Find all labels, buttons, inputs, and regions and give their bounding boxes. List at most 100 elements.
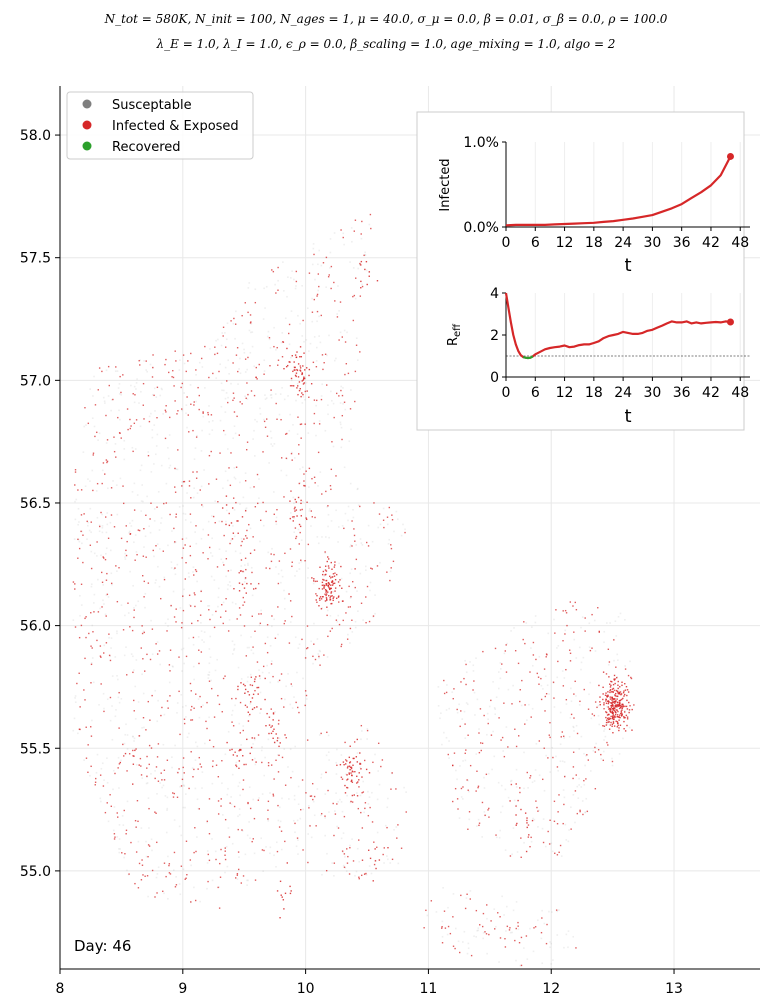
susceptable-point — [182, 647, 185, 650]
inset-x-tick-label-5: 30 — [643, 385, 661, 401]
infected-point — [459, 951, 461, 954]
susceptable-point — [78, 540, 81, 543]
infected-point — [273, 513, 275, 516]
infected-point — [105, 615, 107, 617]
infected-point — [233, 411, 236, 413]
infected-point — [93, 611, 95, 613]
infected-point — [115, 565, 117, 567]
susceptable-point — [377, 526, 380, 529]
susceptable-point — [361, 283, 363, 286]
susceptable-point — [238, 722, 241, 725]
susceptable-point — [512, 827, 515, 829]
susceptable-point — [123, 856, 125, 859]
infected-point — [148, 744, 151, 747]
infected-point — [465, 749, 467, 751]
susceptable-point — [143, 726, 145, 729]
infected-point — [228, 836, 231, 838]
infected-point — [293, 366, 296, 369]
infected-point — [266, 624, 269, 626]
infected-point — [313, 422, 315, 425]
susceptable-point — [575, 695, 577, 697]
infected-point — [344, 341, 347, 343]
infected-point — [141, 859, 143, 861]
infected-point — [246, 529, 248, 532]
susceptable-point — [547, 632, 550, 635]
infected-point — [235, 697, 237, 700]
susceptable-point — [623, 709, 626, 712]
y-tick-label-1: 55.5 — [20, 741, 51, 757]
susceptable-point — [320, 776, 322, 779]
infected-point — [327, 591, 329, 593]
susceptable-point — [188, 576, 190, 578]
susceptable-point — [183, 362, 186, 365]
infected-point — [210, 414, 213, 416]
infected-point — [142, 382, 145, 385]
susceptable-point — [561, 760, 564, 763]
susceptable-point — [326, 656, 329, 658]
susceptable-point — [203, 469, 205, 471]
infected-point — [615, 712, 617, 714]
susceptable-point — [97, 578, 99, 581]
infected-point — [193, 768, 195, 771]
susceptable-point — [200, 630, 203, 632]
susceptable-point — [556, 934, 559, 936]
susceptable-point — [302, 677, 304, 680]
infected-point — [485, 933, 488, 935]
susceptable-point — [208, 662, 211, 665]
susceptable-point — [528, 703, 530, 706]
infected-point — [101, 581, 104, 584]
infected-point — [369, 806, 371, 809]
susceptable-point — [498, 961, 500, 963]
susceptable-point — [333, 874, 335, 877]
infected-point — [132, 755, 134, 757]
susceptable-point — [248, 646, 250, 649]
infected-point — [619, 691, 622, 693]
infected-point — [192, 636, 195, 639]
susceptable-point — [193, 487, 195, 489]
susceptable-point — [402, 523, 404, 526]
infected-point — [608, 707, 611, 710]
susceptable-point — [243, 351, 246, 354]
susceptable-point — [576, 785, 579, 788]
susceptable-point — [387, 858, 389, 861]
infected-point — [286, 347, 288, 350]
susceptable-point — [150, 619, 152, 622]
susceptable-point — [303, 340, 305, 343]
infected-point — [147, 856, 149, 858]
infected-point — [272, 675, 274, 678]
infected-point — [356, 761, 359, 763]
susceptable-point — [292, 496, 295, 499]
susceptable-point — [293, 696, 295, 698]
infected-point — [346, 774, 348, 776]
infected-point — [334, 572, 336, 574]
susceptable-point — [211, 419, 214, 422]
infected-point — [327, 276, 330, 278]
infected-point — [610, 684, 612, 687]
susceptable-point — [129, 522, 131, 525]
susceptable-point — [337, 285, 339, 287]
infected-point — [271, 615, 273, 617]
infected-point — [316, 601, 318, 603]
inset-y-tick-label-1: 2 — [490, 328, 499, 344]
infected-point — [351, 520, 353, 522]
infected-point — [246, 738, 248, 741]
infected-point — [214, 521, 216, 524]
susceptable-point — [365, 569, 367, 571]
susceptable-point — [228, 619, 231, 621]
infected-point — [299, 525, 302, 528]
infected-point — [390, 547, 393, 550]
infected-point — [543, 668, 546, 670]
infected-point — [258, 363, 260, 366]
infected-point — [304, 559, 306, 562]
infected-point — [289, 548, 292, 550]
infected-point — [225, 346, 227, 348]
susceptable-point — [171, 665, 174, 667]
infected-point — [347, 606, 350, 608]
susceptable-point — [265, 846, 267, 848]
infected-point — [620, 712, 623, 714]
infected-point — [296, 368, 298, 371]
infected-point — [627, 674, 630, 677]
susceptable-point — [181, 481, 183, 483]
infected-point — [602, 686, 604, 689]
infected-point — [284, 892, 287, 895]
